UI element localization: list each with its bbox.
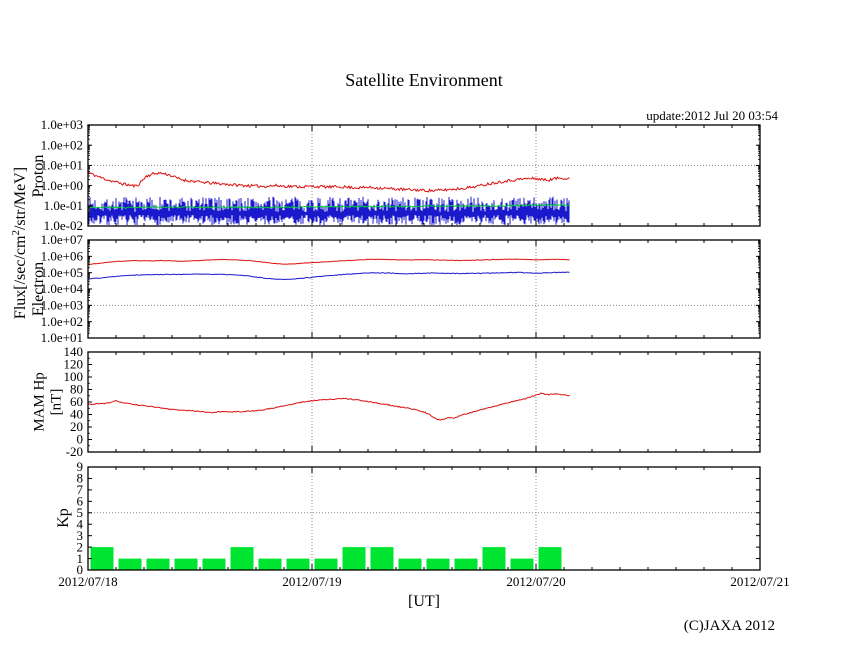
kp-bar [538,547,562,570]
kp-bar [118,558,142,570]
kp-bar [174,558,198,570]
kp-bar [370,547,394,570]
y-tick-label: 1.0e+03 [41,117,83,132]
kp-bar [482,547,506,570]
kp-bar [314,558,338,570]
y-tick-label: 20 [70,419,83,434]
kp-bar [202,558,226,570]
x-axis-unit-label: [UT] [408,593,440,610]
proton-blue-noisy [88,196,570,226]
y-tick-label: 80 [70,382,83,397]
kp-bar [342,547,366,570]
proton-red [88,171,570,193]
kp-bar [510,558,534,570]
y-tick-label: 1.0e+01 [41,158,83,173]
kp-bar [230,547,254,570]
y-tick-label: 7 [77,482,84,497]
y-tick-label: 2 [77,539,84,554]
y-tick-label: 1.0e+00 [41,178,83,193]
y-tick-label: 1.0e+05 [41,265,83,280]
kp-bar [286,558,310,570]
kp-bar [146,558,170,570]
y-tick-label: 4 [77,516,84,531]
kp-bar [398,558,422,570]
mam-hp-red [88,392,570,421]
electron-red [88,258,570,265]
y-tick-label: 0 [77,562,84,577]
x-date-label: 2012/07/18 [58,574,117,589]
y-tick-label: 1.0e-01 [44,198,83,213]
kp-bar [426,558,450,570]
y-tick-label: 120 [64,357,84,372]
y-tick-label: 1.0e+03 [41,298,83,313]
x-date-label: 2012/07/20 [506,574,565,589]
y-tick-label: 1.0e+02 [41,314,83,329]
x-date-label: 2012/07/21 [730,574,789,589]
y-tick-label: 100 [64,369,84,384]
electron-blue [88,271,570,281]
y-tick-label: 6 [77,494,84,509]
y-tick-label: -20 [66,444,83,459]
y-tick-label: 1.0e-02 [44,218,83,233]
y-tick-label: 40 [70,407,83,422]
y-tick-label: 140 [64,344,84,359]
y-tick-label: 60 [70,394,83,409]
y-tick-label: 8 [77,471,84,486]
y-tick-label: 1 [77,551,84,566]
x-date-label: 2012/07/19 [282,574,341,589]
kp-bar [90,547,114,570]
y-tick-label: 3 [77,528,84,543]
y-tick-label: 9 [77,459,84,474]
y-tick-label: 1.0e+06 [41,249,84,264]
y-tick-label: 1.0e+07 [41,232,84,247]
page-title: Satellite Environment [345,70,503,90]
y-tick-label: 1.0e+01 [41,330,83,345]
proton-green [88,203,570,209]
copyright-label: (C)JAXA 2012 [683,618,775,634]
y-tick-label: 0 [77,432,84,447]
kp-bar [258,558,282,570]
y-tick-label: 1.0e+02 [41,137,83,152]
y-tick-label: 5 [77,505,84,520]
kp-bar [454,558,478,570]
panel-proton: 1.0e+03 1.0e+02 1.0e+01 1.0e+00 1.0e-01 1.0e-… [41,117,761,233]
y-tick-label: 1.0e+04 [41,281,84,296]
panel-electron: 1.0e+071.0e+061.0e+051.0e+041.0e+031.0e+… [41,232,761,345]
update-timestamp: update:2012 Jul 20 03:54 [646,108,778,123]
